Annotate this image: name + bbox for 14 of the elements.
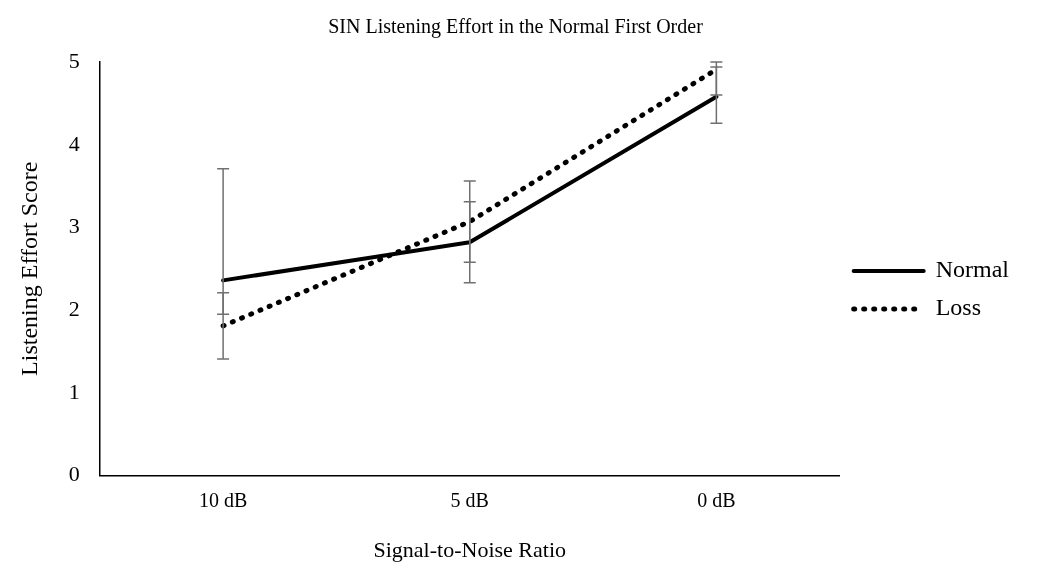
y-tick-label: 3 (68, 213, 80, 239)
y-tick-label: 4 (68, 130, 80, 156)
x-tick-label: 10 dB (198, 488, 248, 511)
chart-title: SIN Listening Effort in the Normal First Order (328, 15, 704, 39)
y-axis-title: Listening Effort Score (15, 161, 42, 376)
x-tick-label: 0 dB (697, 488, 736, 511)
legend-label: Normal (935, 256, 1010, 283)
x-axis-title: Signal-to-Noise Ratio (373, 536, 566, 562)
y-tick-label: 5 (68, 47, 80, 73)
y-tick-label: 2 (68, 295, 80, 321)
x-tick-label: 5 dB (450, 488, 489, 511)
y-tick-label: 0 (68, 461, 80, 487)
legend-label: Loss (935, 294, 982, 321)
y-tick-label: 1 (68, 378, 80, 404)
